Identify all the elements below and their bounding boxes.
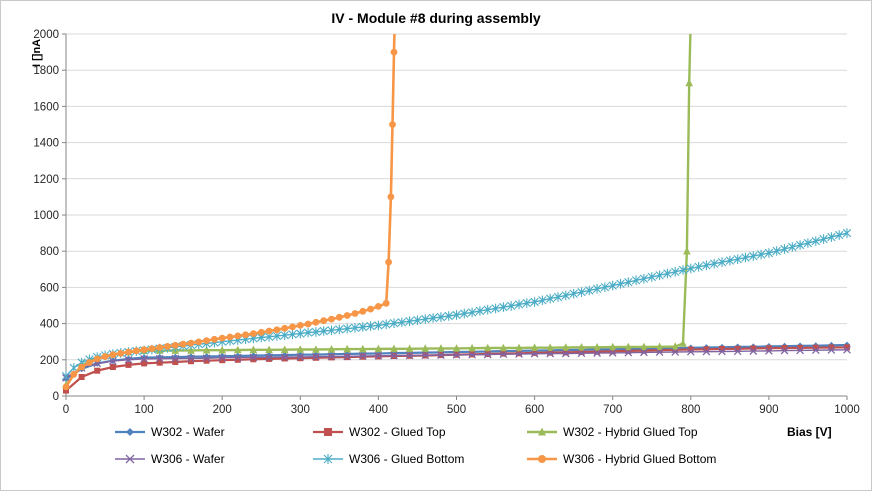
svg-text:300: 300: [291, 404, 310, 416]
series-w306-wafer: [62, 345, 851, 382]
legend-item-w306-wafer: W306 - Wafer: [115, 451, 313, 467]
legend-marker-w306-hybrid-glued-bottom-icon: [527, 455, 557, 463]
svg-text:1400: 1400: [33, 138, 59, 150]
legend-item-w306-hybrid-glued-bottom: W306 - Hybrid Glued Bottom: [527, 451, 757, 467]
svg-text:1000: 1000: [33, 210, 59, 222]
svg-text:0: 0: [53, 391, 59, 403]
legend-marker-w302-glued-top-icon: [313, 428, 343, 436]
chart-title: IV - Module #8 during assembly: [331, 10, 541, 26]
svg-text:0: 0: [63, 404, 69, 416]
legend-marker-w302-wafer-icon: [115, 428, 145, 436]
svg-text:800: 800: [681, 404, 700, 416]
legend-label: W302 - Hybrid Glued Top: [563, 425, 698, 439]
legend-label: W306 - Hybrid Glued Bottom: [563, 452, 717, 466]
legend-marker-w306-glued-bottom-icon: [313, 454, 343, 464]
svg-text:1200: 1200: [33, 174, 59, 186]
legend-item-w302-wafer: W302 - Wafer: [115, 424, 313, 440]
legend-label: W306 - Wafer: [151, 452, 225, 466]
legend-label: W302 - Wafer: [151, 425, 225, 439]
series-w302-hybrid-glued-top: [62, 34, 693, 389]
svg-text:500: 500: [447, 404, 466, 416]
series-w306-hybrid-glued-bottom: [62, 34, 398, 391]
legend: W302 - Wafer W302 - Glued Top W302 - Hybri…: [115, 424, 757, 467]
svg-text:700: 700: [603, 404, 622, 416]
svg-text:1800: 1800: [33, 65, 59, 77]
svg-text:600: 600: [525, 404, 544, 416]
svg-text:600: 600: [40, 282, 59, 294]
legend-item-w302-glued-top: W302 - Glued Top: [313, 424, 527, 440]
svg-text:400: 400: [369, 404, 388, 416]
legend-item-w302-hybrid-glued-top: W302 - Hybrid Glued Top: [527, 424, 757, 440]
legend-marker-w302-hybrid-glued-top-icon: [527, 427, 557, 436]
svg-text:1600: 1600: [33, 101, 59, 113]
legend-label: W306 - Glued Bottom: [349, 452, 465, 466]
svg-text:400: 400: [40, 319, 59, 331]
legend-item-w306-glued-bottom: W306 - Glued Bottom: [313, 451, 527, 467]
svg-text:200: 200: [40, 355, 59, 367]
svg-text:2000: 2000: [33, 29, 59, 41]
svg-text:100: 100: [135, 404, 154, 416]
x-axis-title: Bias [V]: [787, 425, 832, 439]
legend-marker-w306-wafer-icon: [115, 454, 145, 464]
svg-text:800: 800: [40, 246, 59, 258]
svg-text:900: 900: [759, 404, 778, 416]
legend-label: W302 - Glued Top: [349, 425, 446, 439]
svg-text:1000: 1000: [834, 404, 860, 416]
svg-text:200: 200: [213, 404, 232, 416]
